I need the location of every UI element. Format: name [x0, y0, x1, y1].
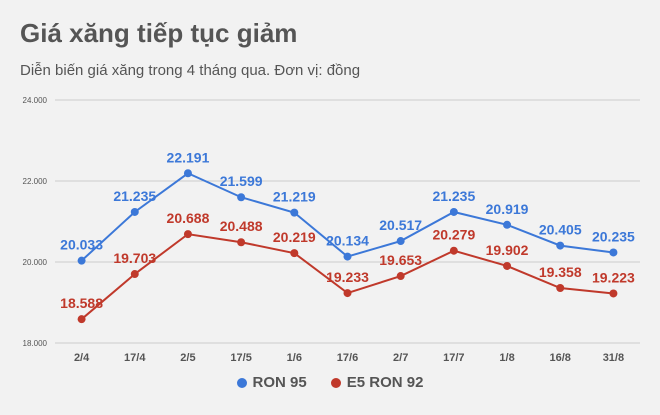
data-point-ron95 — [343, 252, 352, 261]
data-label-ron95: 20.235 — [592, 228, 635, 244]
data-point-e5ron92 — [396, 272, 405, 281]
data-label-e5ron92: 20.279 — [432, 227, 475, 243]
data-label-e5ron92: 20.688 — [167, 210, 210, 226]
x-tick-label: 2/7 — [393, 352, 408, 364]
legend-marker-ron95 — [236, 377, 247, 388]
x-tick-label: 1/6 — [287, 352, 302, 364]
x-tick-label: 16/8 — [550, 352, 571, 364]
data-label-ron95: 20.033 — [60, 237, 103, 253]
data-label-e5ron92: 19.233 — [326, 269, 369, 285]
data-point-e5ron92 — [290, 249, 299, 258]
data-label-ron95: 21.235 — [113, 188, 156, 204]
data-point-e5ron92 — [609, 289, 618, 298]
data-label-e5ron92: 19.223 — [592, 269, 635, 285]
x-tick-label: 2/5 — [180, 352, 195, 364]
data-label-ron95: 20.919 — [486, 201, 529, 217]
data-label-ron95: 20.517 — [379, 217, 422, 233]
data-point-e5ron92 — [130, 270, 139, 279]
legend-marker-e5ron92 — [330, 377, 341, 388]
data-point-e5ron92 — [237, 238, 246, 247]
data-point-e5ron92 — [556, 284, 565, 293]
data-point-e5ron92 — [503, 261, 512, 270]
data-point-ron95 — [503, 220, 512, 229]
data-label-e5ron92: 20.488 — [220, 218, 263, 234]
data-label-e5ron92: 20.219 — [273, 229, 316, 245]
data-label-ron95: 20.405 — [539, 222, 582, 238]
data-point-ron95 — [237, 193, 246, 202]
x-tick-label: 17/5 — [230, 352, 251, 364]
data-label-ron95: 21.219 — [273, 189, 316, 205]
data-label-e5ron92: 19.653 — [379, 252, 422, 268]
y-tick-label: 20.000 — [23, 258, 48, 267]
data-label-e5ron92: 19.902 — [486, 242, 529, 258]
data-point-ron95 — [290, 208, 299, 217]
data-label-ron95: 21.235 — [432, 188, 475, 204]
data-label-e5ron92: 19.358 — [539, 264, 582, 280]
data-point-ron95 — [396, 237, 405, 246]
chart-subtitle: Diễn biến giá xăng trong 4 tháng qua. Đơ… — [20, 62, 361, 79]
data-point-e5ron92 — [183, 230, 192, 239]
x-tick-label: 2/4 — [74, 352, 90, 364]
data-label-ron95: 20.134 — [326, 233, 369, 249]
data-point-e5ron92 — [343, 289, 352, 298]
legend-label-e5ron92: E5 RON 92 — [346, 374, 424, 391]
y-tick-label: 22.000 — [23, 177, 48, 186]
legend-item-ron95: RON 95 — [236, 374, 307, 391]
data-label-ron95: 22.191 — [167, 149, 210, 165]
data-point-e5ron92 — [77, 315, 86, 324]
legend-item-e5ron92: E5 RON 92 — [330, 374, 424, 391]
data-point-ron95 — [183, 169, 192, 178]
legend-label-ron95: RON 95 — [252, 374, 307, 391]
data-point-ron95 — [77, 256, 86, 265]
chart-title: Giá xăng tiếp tục giảm — [20, 18, 298, 48]
data-point-ron95 — [556, 241, 565, 250]
y-tick-label: 18.000 — [23, 339, 48, 348]
x-tick-label: 17/7 — [443, 352, 464, 364]
x-tick-label: 1/8 — [499, 352, 514, 364]
data-point-ron95 — [449, 207, 458, 216]
y-tick-label: 24.000 — [23, 96, 48, 105]
data-label-e5ron92: 18.588 — [60, 295, 103, 311]
data-point-ron95 — [609, 248, 618, 257]
x-tick-label: 17/6 — [337, 352, 358, 364]
data-point-e5ron92 — [449, 246, 458, 255]
data-point-ron95 — [130, 207, 139, 216]
x-tick-label: 17/4 — [124, 352, 146, 364]
chart-legend: RON 95 E5 RON 92 — [0, 374, 660, 391]
x-tick-label: 31/8 — [603, 352, 624, 364]
data-label-e5ron92: 19.703 — [113, 250, 156, 266]
data-label-ron95: 21.599 — [220, 173, 263, 189]
